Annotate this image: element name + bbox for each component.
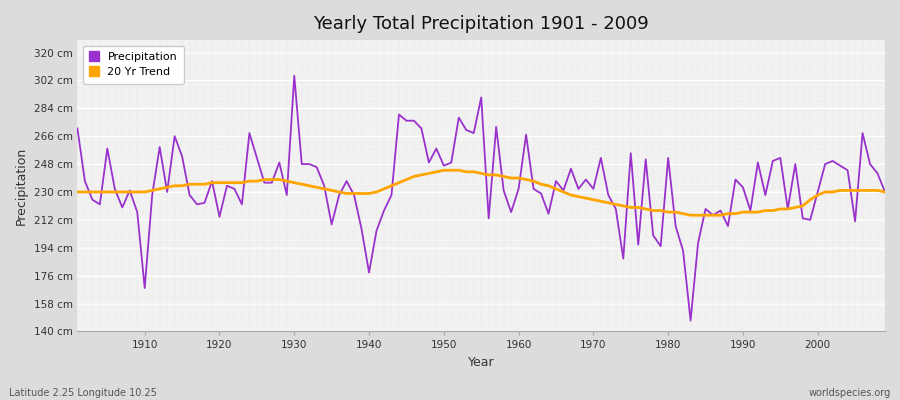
Text: Latitude 2.25 Longitude 10.25: Latitude 2.25 Longitude 10.25 <box>9 388 157 398</box>
Legend: Precipitation, 20 Yr Trend: Precipitation, 20 Yr Trend <box>83 46 184 84</box>
Text: worldspecies.org: worldspecies.org <box>809 388 891 398</box>
X-axis label: Year: Year <box>468 356 494 369</box>
Title: Yearly Total Precipitation 1901 - 2009: Yearly Total Precipitation 1901 - 2009 <box>313 15 649 33</box>
Y-axis label: Precipitation: Precipitation <box>15 147 28 225</box>
